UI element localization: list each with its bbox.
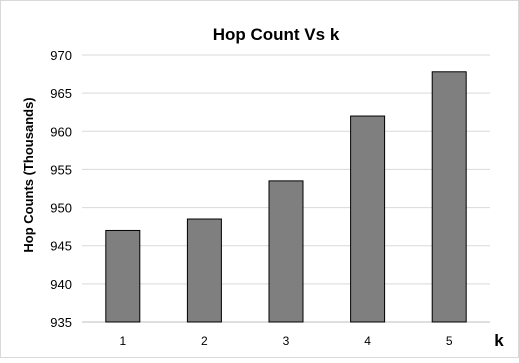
bar-k-2	[186, 218, 222, 323]
bar-k-1	[105, 229, 141, 323]
y-tick-label: 960	[50, 124, 72, 139]
bar-k-3	[268, 180, 304, 323]
y-tick-label: 955	[50, 162, 72, 177]
y-tick-label: 965	[50, 86, 72, 101]
bars	[105, 71, 467, 323]
y-tick-label: 935	[50, 315, 72, 330]
x-tick-label: 4	[364, 334, 371, 348]
chart-title: Hop Count Vs k	[213, 25, 340, 44]
y-tick-label: 970	[50, 48, 72, 63]
x-tick-labels: 1 2 3 4 5	[119, 334, 452, 348]
x-axis-label: k	[494, 331, 504, 350]
y-tick-label: 950	[50, 201, 72, 216]
x-tick-label: 2	[201, 334, 208, 348]
gridlines	[82, 54, 490, 323]
x-tick-label: 5	[446, 334, 453, 348]
y-axis-label: Hop Counts (Thousands)	[21, 97, 36, 252]
y-tick-label: 940	[50, 277, 72, 292]
x-tick-label: 3	[283, 334, 290, 348]
y-tick-label: 945	[50, 239, 72, 254]
bar-k-4	[350, 115, 386, 323]
x-tick-label: 1	[119, 334, 126, 348]
y-tick-labels: 935 940 945 950 955 960 965 970	[50, 48, 72, 330]
bar-k-5	[431, 71, 467, 323]
